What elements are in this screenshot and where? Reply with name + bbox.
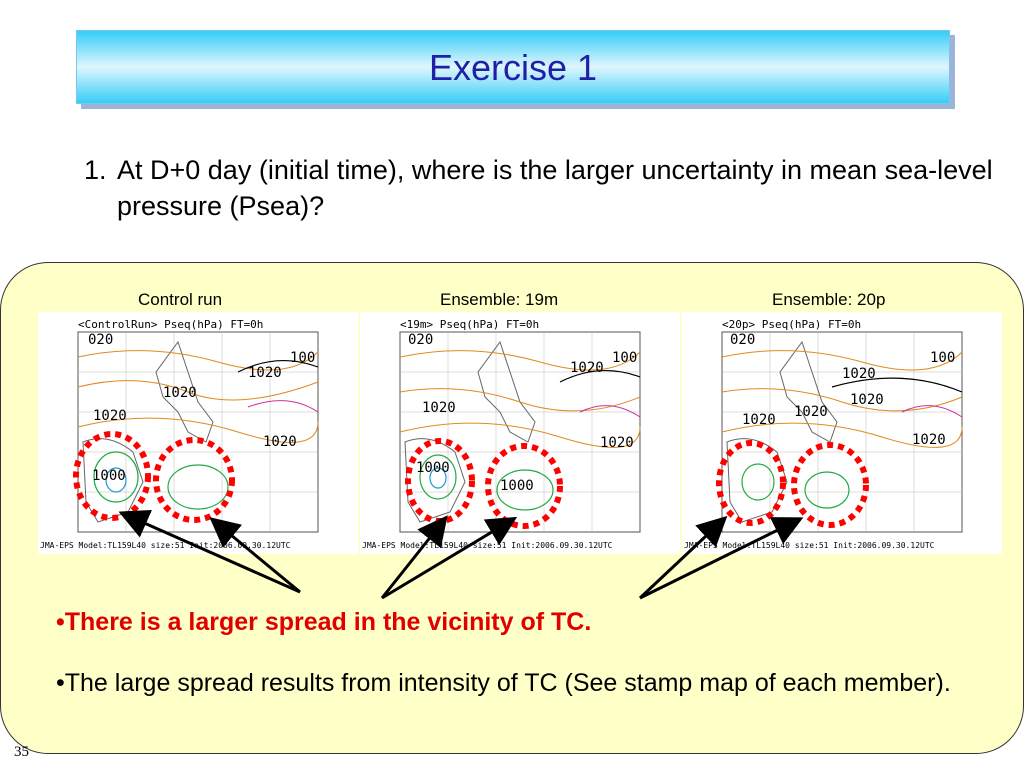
map-header: <19m> Pseq(hPa) FT=0h [400,318,539,331]
svg-text:100: 100 [290,350,315,366]
bullet-highlight: •There is a larger spread in the vicinit… [56,608,592,636]
svg-text:1020: 1020 [912,432,946,448]
svg-text:1020: 1020 [842,366,876,382]
svg-text:1000: 1000 [500,478,534,494]
svg-text:020: 020 [408,332,433,348]
svg-text:1020: 1020 [248,365,282,381]
svg-text:020: 020 [88,332,113,348]
svg-text:1020: 1020 [93,408,127,424]
svg-text:1020: 1020 [570,360,604,376]
map-ensemble-19m: <19m> Pseq(hPa) FT=0h 020 1020 1020 1020… [360,312,680,554]
bullet-explanation: •The large spread results from intensity… [56,669,951,697]
caption-control-run: Control run [138,290,223,309]
slide-title: Exercise 1 [428,47,598,88]
svg-text:100: 100 [930,350,955,366]
map-control-run: <ControlRun> Pseq(hPa) FT=0h 020 1020 10… [38,312,358,554]
map-footer: JMA-EPS Model:TL159L40 size:51 Init:2006… [362,541,613,550]
caption-ensemble-20p: Ensemble: 20p [772,290,886,309]
svg-text:1000: 1000 [416,460,450,476]
svg-text:1000: 1000 [92,468,126,484]
svg-text:100: 100 [612,350,637,366]
question-text: At D+0 day (initial time), where is the … [117,155,993,221]
map-ensemble-20p: <20p> Pseq(hPa) FT=0h 020 1020 1020 1020… [682,312,1002,554]
map-footer: JMA-EPS Model:TL159L40 size:51 Init:2006… [684,541,935,550]
svg-text:1020: 1020 [794,404,828,420]
svg-text:1020: 1020 [263,434,297,450]
question-number: 1. [84,155,107,185]
svg-text:1020: 1020 [163,385,197,401]
page-number: 35 [14,744,29,760]
map-header: <20p> Pseq(hPa) FT=0h [722,318,861,331]
svg-text:1020: 1020 [422,400,456,416]
map-footer: JMA-EPS Model:TL159L40 size:51 Init:2006… [40,541,291,550]
map-header: <ControlRun> Pseq(hPa) FT=0h [78,318,263,331]
caption-ensemble-19m: Ensemble: 19m [440,290,559,309]
svg-text:020: 020 [730,332,755,348]
title-banner: Exercise 1 [76,30,950,104]
svg-text:1020: 1020 [850,392,884,408]
svg-text:1020: 1020 [600,435,634,451]
svg-text:1020: 1020 [742,412,776,428]
